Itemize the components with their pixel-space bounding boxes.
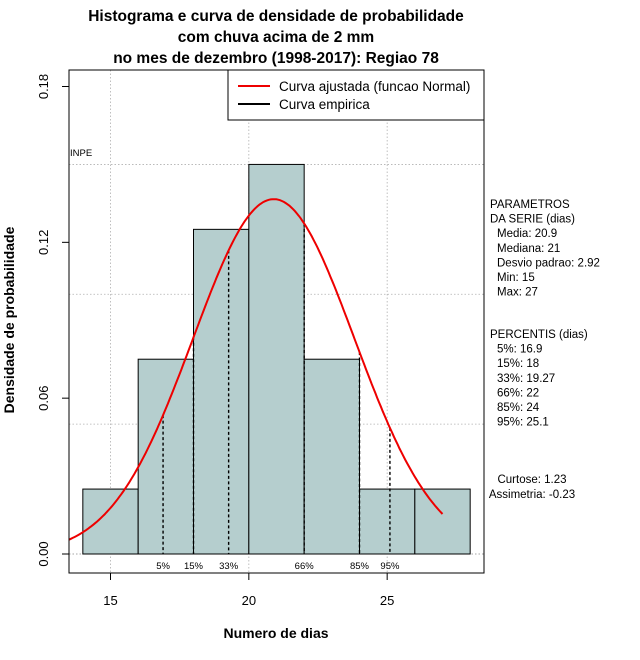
side-panel-text: 5%: 16.9 bbox=[497, 344, 542, 356]
side-panel-text: Mediana: 21 bbox=[497, 243, 560, 255]
chart-title-line: com chuva acima de 2 mm bbox=[178, 29, 374, 46]
side-panel-text: 95%: 25.1 bbox=[497, 417, 549, 429]
histogram-bar bbox=[82, 488, 139, 555]
percentile-label: 66% bbox=[295, 561, 315, 572]
histogram-bar bbox=[359, 488, 416, 555]
side-panel-text: Max: 27 bbox=[497, 287, 538, 299]
side-panel-text: Desvio padrao: 2.92 bbox=[497, 257, 600, 269]
percentile-label: 85% bbox=[350, 561, 370, 572]
side-panel-text: Assimetria: -0.23 bbox=[489, 489, 575, 501]
legend: Curva ajustada (funcao Normal) Curva empi… bbox=[227, 69, 485, 121]
y-tick-label: 0.18 bbox=[36, 74, 51, 99]
watermark-text: INPE bbox=[70, 148, 92, 159]
percentile-label: 33% bbox=[219, 561, 239, 572]
histogram-bar bbox=[248, 163, 305, 555]
percentile-label: 5% bbox=[156, 561, 170, 572]
legend-box bbox=[227, 69, 485, 121]
x-tick-label: 20 bbox=[242, 593, 256, 608]
legend-label: Curva ajustada (funcao Normal) bbox=[279, 79, 470, 94]
y-tick-label: 0.06 bbox=[36, 386, 51, 411]
x-axis-label: Numero de dias bbox=[223, 625, 328, 641]
histogram-bar bbox=[414, 488, 471, 555]
histogram-bar bbox=[137, 358, 195, 555]
side-panel-text: 33%: 19.27 bbox=[497, 373, 555, 385]
side-panel: PARAMETROS DA SERIE (dias) Media: 20.9 Medi… bbox=[489, 199, 600, 501]
chart-title-line: Histograma e curva de densidade de proba… bbox=[88, 8, 464, 25]
histogram-bar bbox=[193, 228, 250, 555]
chart-title-line: no mes de dezembro (1998-2017): Regiao 7… bbox=[113, 50, 439, 67]
side-panel-text: Min: 15 bbox=[497, 272, 535, 284]
y-axis-label: Densidade de probabilidade bbox=[1, 226, 17, 413]
side-panel-text: Media: 20.9 bbox=[497, 228, 557, 240]
side-panel-text: PARAMETROS bbox=[490, 199, 570, 211]
y-tick-label: 0.12 bbox=[36, 230, 51, 255]
histogram-bars bbox=[82, 163, 471, 555]
chart-text: Histograma e curva de densidade de proba… bbox=[1, 8, 464, 641]
y-tick-label: 0.00 bbox=[36, 541, 51, 566]
x-tick-label: 15 bbox=[103, 593, 117, 608]
percentile-label: 15% bbox=[184, 561, 204, 572]
side-panel-text: 15%: 18 bbox=[497, 358, 539, 370]
side-panel-text: PERCENTIS (dias) bbox=[490, 329, 588, 341]
percentile-label: 95% bbox=[380, 561, 400, 572]
normal-fit-curve bbox=[68, 198, 444, 541]
normal-fit-curve-group bbox=[68, 198, 444, 541]
legend-label: Curva empirica bbox=[279, 97, 370, 112]
histogram-bar bbox=[303, 358, 360, 555]
side-panel-text: Curtose: 1.23 bbox=[497, 474, 566, 486]
percentile-lines: 5% 15% 33% 66% 85% 95% bbox=[156, 223, 400, 572]
side-panel-text: DA SERIE (dias) bbox=[490, 214, 575, 226]
side-panel-text: 85%: 24 bbox=[497, 402, 540, 414]
side-panel-text: 66%: 22 bbox=[497, 387, 539, 399]
x-tick-label: 25 bbox=[380, 593, 394, 608]
